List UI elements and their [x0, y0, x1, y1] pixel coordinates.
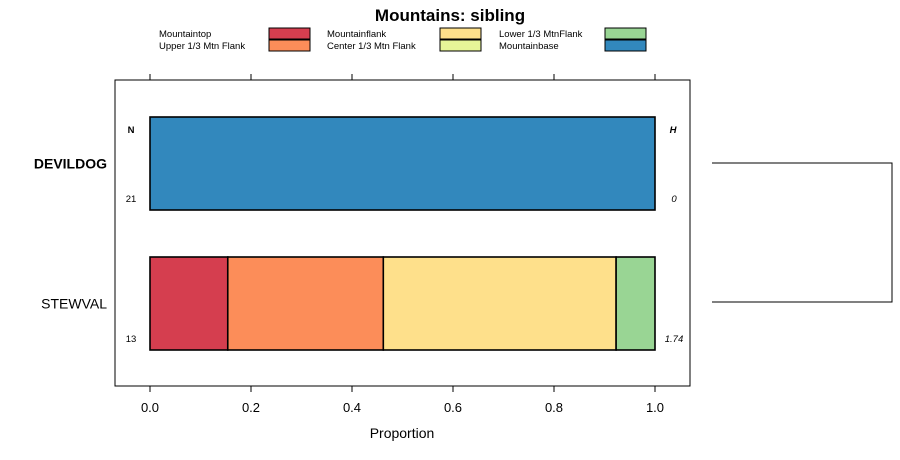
chart-title: Mountains: sibling [375, 6, 525, 25]
legend-label-lower-1-3-mtnflank: Lower 1/3 MtnFlank [499, 29, 583, 40]
n-header: N [128, 125, 135, 136]
bar-segment-devildog-mountainbase [149, 116, 656, 211]
legend-swatch-mountaintop [268, 27, 311, 40]
h-header: H [670, 125, 678, 136]
x-tick-label: 0.6 [444, 400, 462, 415]
legend-swatch-upper-1-3-mtn-flank [268, 39, 311, 52]
bars [149, 116, 656, 351]
x-tick-label: 0.4 [343, 400, 361, 415]
x-axis-label: Proportion [370, 425, 435, 441]
x-tick-label: 0.2 [242, 400, 260, 415]
legend-swatch-lower-1-3-mtnflank [604, 27, 647, 40]
dendrogram-branch [712, 162, 893, 303]
legend-swatch-mountainbase [604, 39, 647, 52]
x-axis: 0.0 0.2 0.4 0.6 0.8 1.0 [141, 74, 664, 415]
row-labels: DEVILDOG 21 0 STEWVAL 13 1.74 [34, 156, 683, 346]
n-value: 13 [126, 334, 137, 345]
h-value: 1.74 [665, 334, 684, 345]
legend-label-center-1-3-mtn-flank: Center 1/3 Mtn Flank [327, 41, 416, 52]
bar-segment-stewval-upper-1-3-mtn-flank [226, 256, 385, 351]
x-tick-label: 0.8 [545, 400, 563, 415]
category-label: STEWVAL [41, 296, 107, 312]
legend-label-mountaintop: Mountaintop [159, 29, 211, 40]
x-tick-label: 0.0 [141, 400, 159, 415]
bar-segment-stewval-lower-1-3-mtnflank [615, 256, 656, 351]
n-value: 21 [126, 194, 137, 205]
legend-swatch-mountainflank [439, 27, 482, 40]
h-value: 0 [671, 194, 677, 205]
legend-label-upper-1-3-mtn-flank: Upper 1/3 Mtn Flank [159, 41, 245, 52]
legend-label-mountainbase: Mountainbase [499, 41, 559, 52]
category-label: DEVILDOG [34, 156, 107, 172]
bar-segment-stewval-mountainflank [382, 256, 617, 351]
x-tick-label: 1.0 [646, 400, 664, 415]
legend-swatch-center-1-3-mtn-flank [439, 39, 482, 52]
plot-frame [114, 79, 691, 387]
bar-segment-stewval-mountaintop [149, 256, 229, 351]
legend-label-mountainflank: Mountainflank [327, 29, 386, 40]
